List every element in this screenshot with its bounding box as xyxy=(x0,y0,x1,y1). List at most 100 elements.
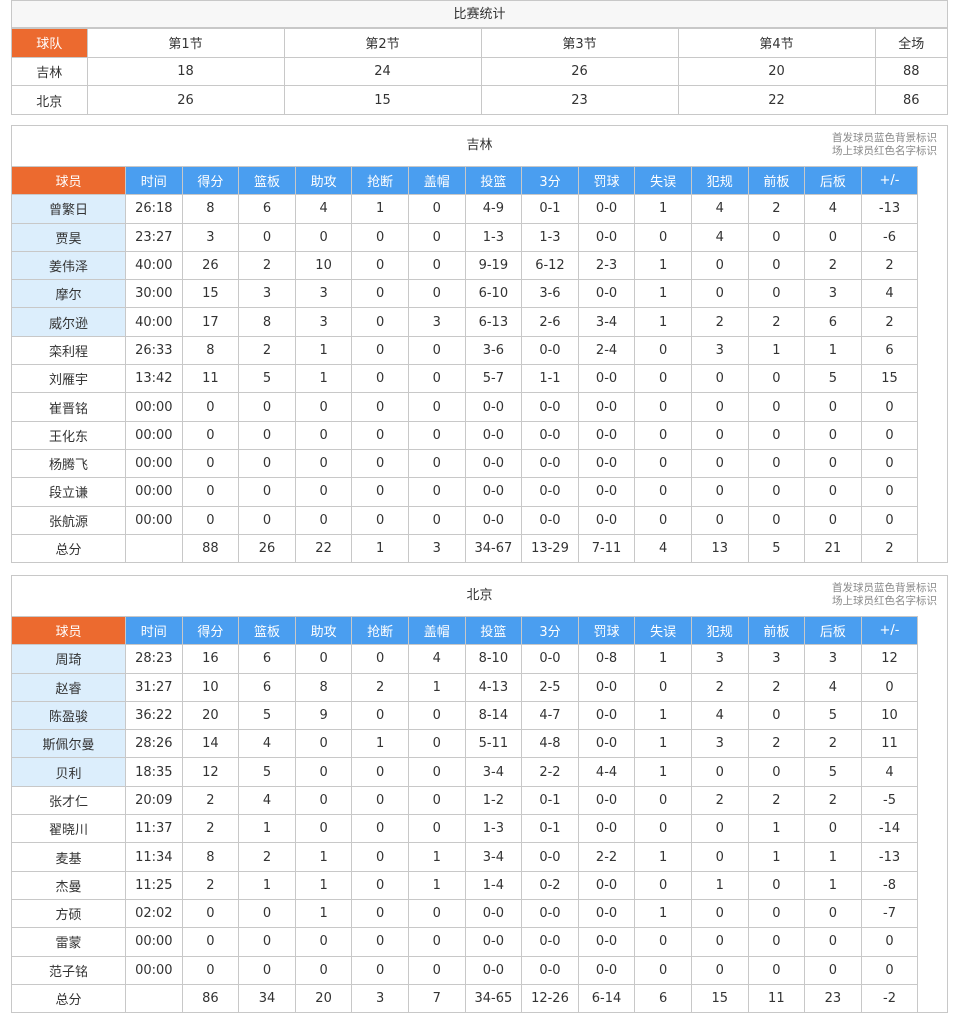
player-row: 雷蒙 00:00 0 0 0 0 0 0-0 0-0 0-0 0 0 0 0 0 xyxy=(11,927,919,957)
stat-cell: 0 xyxy=(747,757,806,787)
stat-cell: -6 xyxy=(860,222,919,252)
stat-cell: 0 xyxy=(407,279,466,309)
score-header-cell: 第4节 xyxy=(678,28,876,58)
stat-cell: 0 xyxy=(351,898,409,929)
stat-cell: 0-0 xyxy=(521,392,579,422)
legend-on-court: 场上球员红色名字标识 xyxy=(832,595,937,607)
score-header-cell: 第3节 xyxy=(481,28,679,58)
stat-cell: 0-0 xyxy=(577,927,636,957)
total-cell: 20 xyxy=(294,983,353,1014)
stat-cell: 40:00 xyxy=(125,250,183,281)
stats-header-row: 球员 时间 得分 篮板 助攻 抢断 盖帽 投篮 3分 罚球 失误 犯规 前板 后板 +/- xyxy=(11,615,919,646)
stat-cell: 0 xyxy=(407,477,466,507)
stat-cell: 00:00 xyxy=(125,927,183,957)
total-label: 总分 xyxy=(11,983,126,1014)
stat-cell: 0 xyxy=(690,842,749,872)
stat-cell: 0 xyxy=(407,955,466,985)
total-cell: 12-26 xyxy=(521,983,579,1014)
player-name: 赵睿 xyxy=(11,672,126,702)
score-cell: 23 xyxy=(481,85,679,114)
score-table: 球队 第1节 第2节 第3节 第4节 全场 吉林 18 24 26 20 88 北京 26 15 23 22 86 xyxy=(12,28,947,114)
stat-cell: 0-0 xyxy=(521,477,579,507)
stat-cell: 0 xyxy=(181,927,240,957)
player-row: 刘雁宇 13:42 11 5 1 0 0 5-7 1-1 0-0 0 0 0 5 15 xyxy=(11,364,919,394)
stat-cell: 6-13 xyxy=(464,307,523,337)
stat-cell: 4 xyxy=(690,222,749,252)
stat-cell: 1 xyxy=(351,194,409,224)
stat-cell: 1 xyxy=(294,870,353,900)
total-cell: 23 xyxy=(804,983,862,1014)
stat-cell: 0 xyxy=(351,279,409,309)
stat-cell: 28:26 xyxy=(125,729,183,759)
stat-cell: 0 xyxy=(690,898,749,929)
stat-cell: 0-0 xyxy=(577,392,636,422)
stat-cell: 1 xyxy=(294,364,353,394)
stat-cell: 0 xyxy=(351,448,409,479)
stat-cell: 4-4 xyxy=(577,757,636,787)
stat-cell: 0 xyxy=(747,477,806,507)
stat-cell: 2 xyxy=(860,250,919,281)
stats-header-cell: 3分 xyxy=(521,165,579,196)
stats-header-cell: 助攻 xyxy=(294,615,353,646)
stat-cell: 17 xyxy=(181,307,240,337)
stat-cell: 1 xyxy=(407,672,466,702)
player-name: 刘雁宇 xyxy=(11,364,126,394)
total-cell: 13 xyxy=(690,533,749,564)
stat-cell: 2 xyxy=(747,785,806,816)
stat-cell: 15 xyxy=(860,364,919,394)
player-row: 赵睿 31:27 10 6 8 2 1 4-13 2-5 0-0 0 2 2 4 0 xyxy=(11,672,919,702)
stat-cell: 6 xyxy=(860,335,919,366)
stat-cell: 0 xyxy=(634,505,692,535)
stat-cell: 0 xyxy=(634,448,692,479)
stat-cell: 0 xyxy=(860,927,919,957)
stat-cell: 2 xyxy=(860,307,919,337)
stat-cell: 1-3 xyxy=(464,222,523,252)
stat-cell: 0 xyxy=(351,785,409,816)
stat-cell: 2 xyxy=(181,870,240,900)
stat-cell: 0 xyxy=(407,392,466,422)
stats-header-cell: 投篮 xyxy=(464,615,523,646)
stat-cell: 8 xyxy=(238,307,296,337)
player-row: 麦基 11:34 8 2 1 0 1 3-4 0-0 2-2 1 0 1 1 -13 xyxy=(11,842,919,872)
stat-cell: 1 xyxy=(294,898,353,929)
stat-cell: 0 xyxy=(407,364,466,394)
stat-cell: 0 xyxy=(634,927,692,957)
player-row: 周琦 28:23 16 6 0 0 4 8-10 0-0 0-8 1 3 3 3 12 xyxy=(11,644,919,674)
total-cell: 7 xyxy=(407,983,466,1014)
score-cell: 26 xyxy=(87,85,285,114)
total-cell: 15 xyxy=(690,983,749,1014)
stat-cell: 11 xyxy=(860,729,919,759)
stat-cell: 0 xyxy=(747,279,806,309)
stat-cell: 0 xyxy=(351,757,409,787)
stat-cell: 0 xyxy=(238,222,296,252)
stat-cell: 0 xyxy=(634,477,692,507)
stat-cell: 0 xyxy=(747,250,806,281)
stats-header-cell: +/- xyxy=(860,615,919,646)
stat-cell: 0 xyxy=(351,250,409,281)
stat-cell: 0 xyxy=(690,279,749,309)
player-row: 栾利程 26:33 8 2 1 0 0 3-6 0-0 2-4 0 3 1 1 6 xyxy=(11,335,919,366)
stat-cell: 6-12 xyxy=(521,250,579,281)
stat-cell: 0 xyxy=(804,898,862,929)
stat-cell: 1 xyxy=(804,335,862,366)
score-summary: 比赛统计 球队 第1节 第2节 第3节 第4节 全场 吉林 18 24 26 20 88 北京 26 15 2… xyxy=(11,0,948,115)
stat-cell: 6-10 xyxy=(464,279,523,309)
stat-cell: 4-13 xyxy=(464,672,523,702)
stat-cell: 0 xyxy=(690,420,749,450)
stat-cell: 26 xyxy=(181,250,240,281)
stat-cell: 0 xyxy=(860,672,919,702)
player-name: 周琦 xyxy=(11,644,126,674)
score-cell: 15 xyxy=(284,85,482,114)
player-row: 翟晓川 11:37 2 1 0 0 0 1-3 0-1 0-0 0 0 1 0 -14 xyxy=(11,814,919,844)
stat-cell: 0 xyxy=(690,448,749,479)
player-stats-table: 球员 时间 得分 篮板 助攻 抢断 盖帽 投篮 3分 罚球 失误 犯规 前板 后板 +/- 曾繁日 26:18 8… xyxy=(11,165,919,564)
stat-cell: 0 xyxy=(294,477,353,507)
player-name: 摩尔 xyxy=(11,279,126,309)
stat-cell: 0 xyxy=(407,250,466,281)
legend-note: 首发球员蓝色背景标识 场上球员红色名字标识 xyxy=(832,582,937,608)
stat-cell: 0 xyxy=(690,364,749,394)
stat-cell: 0 xyxy=(804,392,862,422)
stat-cell: 11:37 xyxy=(125,814,183,844)
stat-cell: 0 xyxy=(294,448,353,479)
stat-cell: 0 xyxy=(747,222,806,252)
